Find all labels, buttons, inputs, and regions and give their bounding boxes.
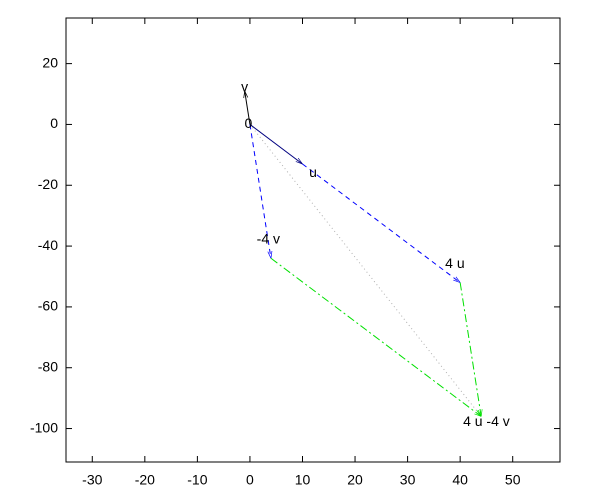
vector [249,124,303,164]
x-tick-label: 30 [400,472,416,488]
vector [249,124,271,258]
x-tick-label: 10 [295,472,311,488]
x-tick-label: -20 [135,472,155,488]
plot-border [65,17,561,463]
vector-label: 0 [244,115,252,131]
vector [302,163,460,283]
y-tick-label: -20 [38,176,58,192]
y-tick-label: -60 [38,298,58,314]
vector [245,91,251,125]
x-tick-label: 40 [452,472,468,488]
x-tick-label: -10 [187,472,207,488]
x-tick-label: -30 [82,472,102,488]
x-tick-label: 0 [246,472,254,488]
vector-label: u [309,164,317,180]
vector [459,282,481,417]
x-tick-label: 20 [347,472,363,488]
vector [270,257,481,416]
vector-label: v [241,79,248,95]
x-tick-label: 50 [505,472,521,488]
vector-label: 4 u -4 v [463,413,510,429]
y-tick-label: -80 [38,358,58,374]
y-tick-label: 0 [50,115,58,131]
y-tick-label: -100 [30,419,58,435]
vector-label: 4 u [445,255,464,271]
y-tick-label: 20 [42,54,58,70]
vector-label: -4 v [257,231,280,247]
y-tick-label: -40 [38,237,58,253]
